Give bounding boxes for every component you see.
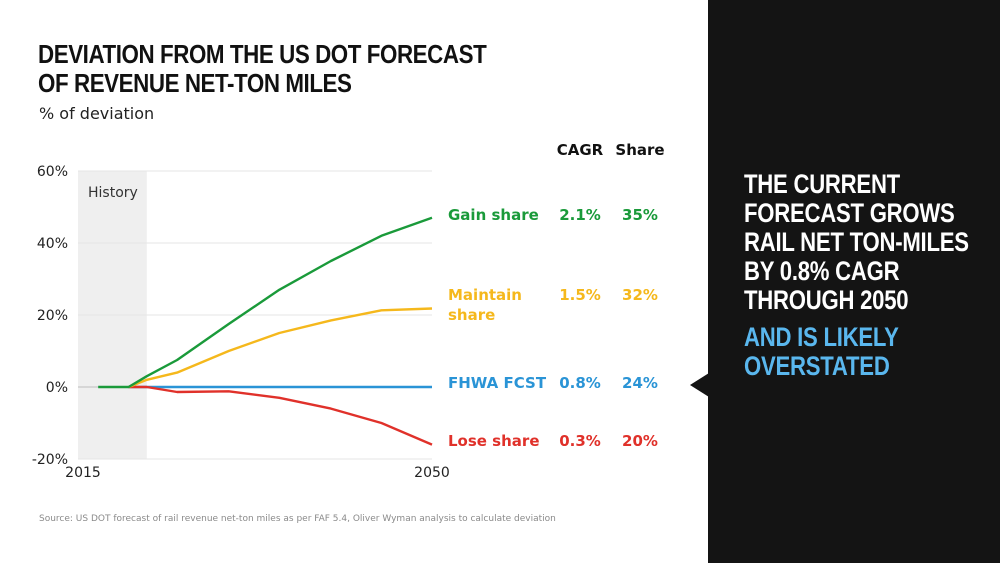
chart-title-line: DEVIATION FROM THE US DOT FORECAST: [38, 39, 487, 69]
callout-line: BY 0.8% CAGR: [744, 256, 900, 286]
y-tick-label: 20%: [37, 308, 68, 324]
callout-accent-line: AND IS LIKELY: [744, 322, 899, 352]
series-line-lose-share: [128, 385, 433, 446]
legend-cagr-value: 2.1%: [559, 206, 601, 224]
x-tick-label: 2050: [414, 465, 450, 481]
legend-label: share: [448, 306, 495, 324]
chart-subtitle: % of deviation: [39, 104, 155, 123]
callout-line: THROUGH 2050: [744, 285, 909, 315]
callout-line: THE CURRENT: [744, 169, 900, 199]
legend-label: Lose share: [448, 432, 540, 450]
legend-cagr-value: 0.8%: [559, 374, 601, 392]
legend-label: Maintain: [448, 286, 522, 304]
line-chart: History 60% 40% 20% 0% -20% 2015 2050 CAGR Sha…: [32, 141, 665, 481]
y-tick-label: 0%: [46, 380, 68, 396]
legend-cagr-value: 1.5%: [559, 286, 601, 304]
legend-cagr-value: 0.3%: [559, 432, 601, 450]
chart-title: DEVIATION FROM THE US DOT FORECAST OF RE…: [38, 39, 487, 98]
callout-text: THE CURRENT FORECAST GROWS RAIL NET TON-…: [744, 170, 969, 381]
series-line-gain-share: [98, 216, 433, 389]
callout-pointer: [690, 373, 709, 397]
history-label: History: [88, 185, 138, 201]
source-note: Source: US DOT forecast of rail revenue …: [39, 514, 556, 524]
column-header-share: Share: [615, 141, 664, 159]
y-tick-label: 60%: [37, 164, 68, 180]
y-tick-label: -20%: [32, 452, 68, 468]
column-header-cagr: CAGR: [557, 141, 604, 159]
callout-panel: THE CURRENT FORECAST GROWS RAIL NET TON-…: [708, 0, 1000, 563]
legend-share-value: 32%: [622, 286, 658, 304]
callout-line: RAIL NET TON-MILES: [744, 227, 969, 257]
y-tick-label: 40%: [37, 236, 68, 252]
callout-accent: AND IS LIKELY OVERSTATED: [744, 323, 969, 381]
callout-accent-line: OVERSTATED: [744, 351, 890, 381]
legend-label: Gain share: [448, 206, 539, 224]
legend-share-value: 24%: [622, 374, 658, 392]
callout-line: FORECAST GROWS: [744, 198, 955, 228]
series-line-maintain-share: [128, 307, 433, 389]
legend-share-value: 35%: [622, 206, 658, 224]
x-tick-label: 2015: [65, 465, 101, 481]
chart-title-line: OF REVENUE NET-TON MILES: [38, 68, 352, 98]
legend-label: FHWA FCST: [448, 374, 547, 392]
legend-share-value: 20%: [622, 432, 658, 450]
